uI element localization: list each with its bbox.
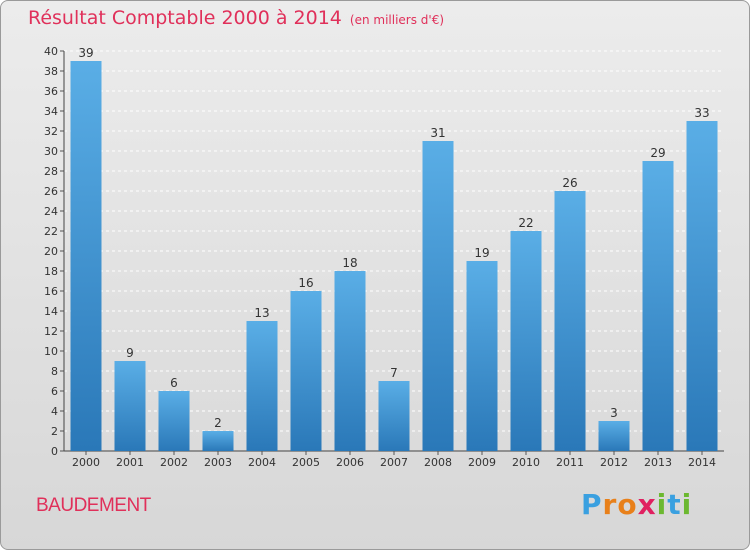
chart-subtitle: (en milliers d'€)	[349, 13, 445, 27]
brand-letter: x	[637, 488, 657, 521]
y-tick-label: 6	[51, 385, 58, 398]
x-tick-label: 2004	[248, 456, 276, 469]
title-row: Résultat Comptable 2000 à 2014 (en millie…	[28, 7, 444, 29]
bar	[598, 421, 630, 451]
y-tick-label: 12	[44, 325, 58, 338]
bar	[70, 61, 102, 451]
bar-value-label: 39	[78, 46, 93, 60]
x-tick-label: 2005	[292, 456, 320, 469]
y-tick-label: 28	[44, 165, 58, 178]
y-tick-label: 22	[44, 225, 58, 238]
proxiti-logo: Proxiti	[581, 488, 692, 521]
x-axis: 2000 2001 2002 2003 2004 2005 2006 2007 2008 2009…	[64, 450, 724, 469]
bar	[378, 381, 410, 451]
bar	[686, 121, 718, 451]
bar	[554, 191, 586, 451]
bar	[114, 361, 146, 451]
x-tick-label: 2007	[380, 456, 408, 469]
bar-value-label: 3	[610, 406, 618, 420]
y-tick-label: 24	[44, 205, 58, 218]
brand-letter: P	[581, 488, 603, 521]
bar	[642, 161, 674, 451]
x-tick-label: 2002	[160, 456, 188, 469]
commune-name: BAUDEMENT	[36, 495, 151, 516]
bar-value-label: 19	[474, 246, 489, 260]
bar-value-label: 31	[430, 126, 445, 140]
bar-value-label: 33	[694, 106, 709, 120]
brand-letter: i	[681, 488, 693, 521]
bar	[334, 271, 366, 451]
x-tick-label: 2001	[116, 456, 144, 469]
bar-value-label: 6	[170, 376, 178, 390]
y-tick-label: 0	[51, 445, 58, 458]
bar-value-label: 13	[254, 306, 269, 320]
bar	[290, 291, 322, 451]
x-tick-label: 2011	[556, 456, 584, 469]
bar	[466, 261, 498, 451]
brand-letter: i	[656, 488, 668, 521]
bar	[158, 391, 190, 451]
x-tick-label: 2000	[72, 456, 100, 469]
x-tick-label: 2009	[468, 456, 496, 469]
y-tick-label: 32	[44, 125, 58, 138]
bar	[202, 431, 234, 451]
bar	[246, 321, 278, 451]
y-tick-label: 34	[44, 105, 58, 118]
bar	[510, 231, 542, 451]
bars: 39 9 6 2 13 16 18 7 31 19 22 26 3 29 33	[70, 46, 718, 451]
x-tick-label: 2008	[424, 456, 452, 469]
y-tick-label: 40	[44, 45, 58, 58]
y-tick-label: 26	[44, 185, 58, 198]
bar-value-label: 16	[298, 276, 313, 290]
y-tick-label: 16	[44, 285, 58, 298]
y-tick-label: 14	[44, 305, 58, 318]
brand-letter: o	[617, 488, 638, 521]
x-tick-label: 2014	[688, 456, 716, 469]
bar	[422, 141, 454, 451]
bar-value-label: 9	[126, 346, 134, 360]
y-tick-label: 36	[44, 85, 58, 98]
x-tick-label: 2006	[336, 456, 364, 469]
x-tick-label: 2012	[600, 456, 628, 469]
x-tick-label: 2013	[644, 456, 672, 469]
bar-value-label: 18	[342, 256, 357, 270]
y-tick-label: 8	[51, 365, 58, 378]
y-tick-label: 2	[51, 425, 58, 438]
bar-value-label: 22	[518, 216, 533, 230]
y-tick-label: 38	[44, 65, 58, 78]
bar-value-label: 26	[562, 176, 577, 190]
y-tick-label: 20	[44, 245, 58, 258]
x-tick-label: 2003	[204, 456, 232, 469]
bar-value-label: 7	[390, 366, 398, 380]
chart-title: Résultat Comptable 2000 à 2014	[28, 7, 342, 29]
bar-value-label: 29	[650, 146, 665, 160]
y-tick-label: 4	[51, 405, 58, 418]
brand-letter: r	[602, 488, 618, 521]
brand-letter: t	[667, 488, 682, 521]
y-tick-label: 18	[44, 265, 58, 278]
x-tick-label: 2010	[512, 456, 540, 469]
bar-value-label: 2	[214, 416, 222, 430]
y-tick-label: 30	[44, 145, 58, 158]
y-tick-label: 10	[44, 345, 58, 358]
